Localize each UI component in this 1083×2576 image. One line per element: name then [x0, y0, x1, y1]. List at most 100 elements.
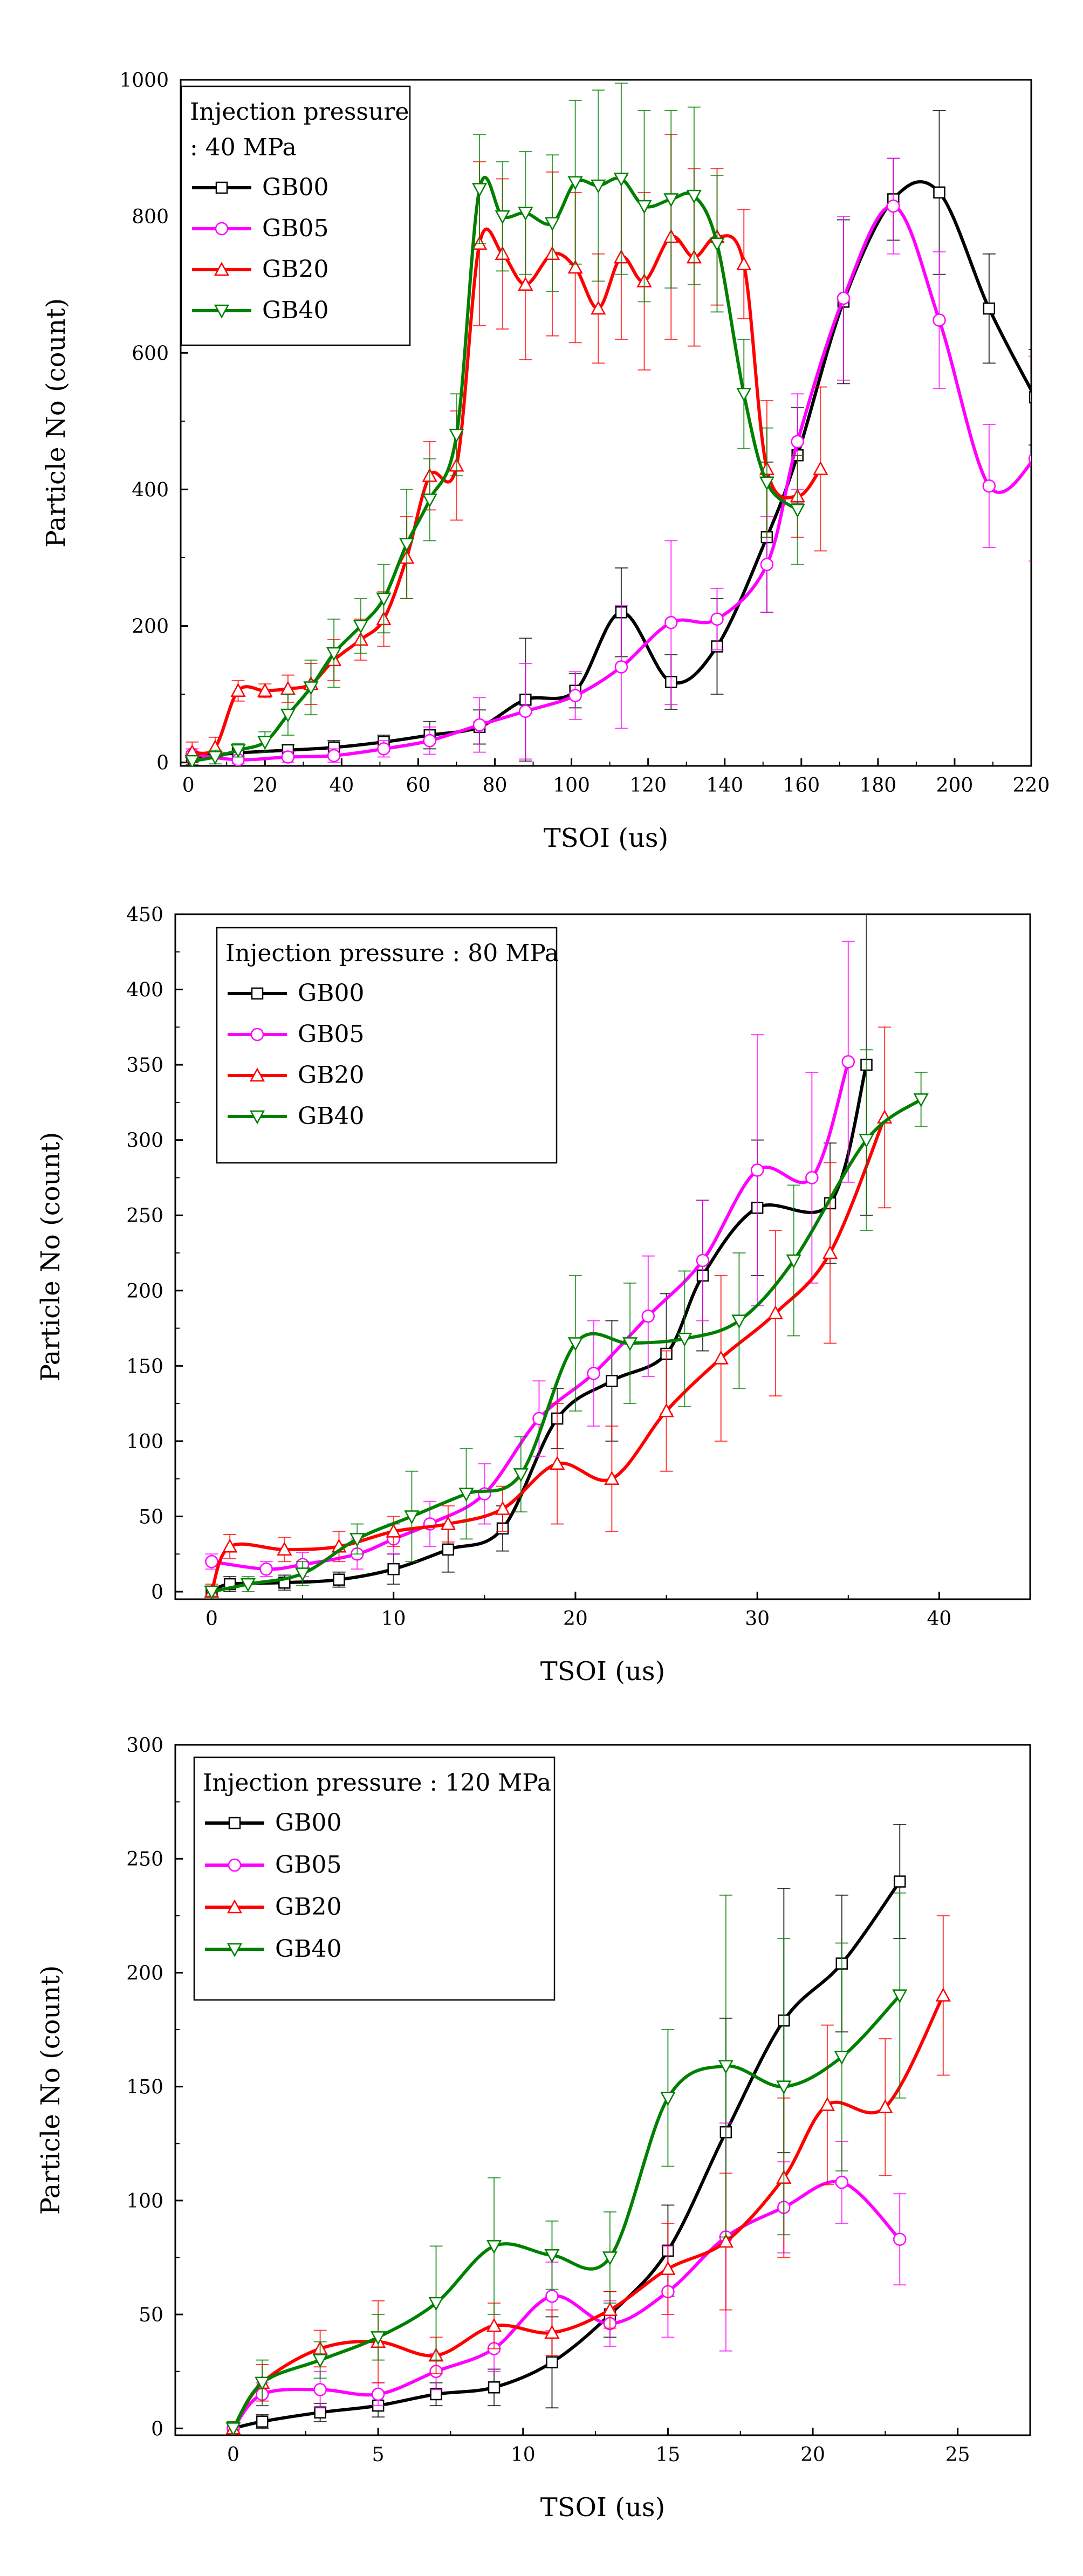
series-line-gb20	[210, 1115, 887, 1593]
y-axis-title: Particle No (count)	[36, 1132, 66, 1382]
data-point-gb40	[663, 193, 679, 208]
data-point-gb00	[488, 2381, 501, 2394]
data-point-gb40	[913, 1093, 929, 1107]
data-point-gb40	[486, 2240, 502, 2254]
legend-marker-gb40	[249, 1110, 265, 1125]
x-axis-title: TSOI (us)	[544, 823, 668, 853]
data-point-gb40	[636, 200, 652, 214]
plot-area	[225, 1824, 951, 2435]
data-point-gb00	[1029, 391, 1031, 403]
data-point-gb20	[486, 2318, 502, 2332]
data-point-gb20	[878, 2099, 893, 2113]
data-point-gb40	[370, 2331, 386, 2345]
data-point-gb40	[240, 1578, 256, 1592]
data-point-gb20	[544, 2325, 560, 2339]
legend: Injection pressure : 120 MPa GB00 GB05 GB20…	[193, 1756, 556, 2001]
x-tick-label: 30	[745, 1608, 770, 1630]
data-point-gb40	[544, 217, 560, 231]
data-point-gb05	[205, 1554, 218, 1568]
data-point-gb20	[495, 1501, 511, 1515]
data-point-gb40	[776, 2080, 792, 2095]
data-point-gb05	[933, 313, 946, 327]
data-point-gb20	[819, 2097, 835, 2111]
y-tick-label: 1000	[119, 70, 169, 92]
data-point-gb05	[371, 2387, 385, 2401]
y-tick-label: 150	[126, 2077, 163, 2099]
y-tick-label: 200	[132, 616, 169, 638]
data-point-gb40	[294, 1567, 311, 1582]
legend-box	[193, 1756, 556, 2001]
legend-label-gb05: GB05	[275, 1851, 341, 1879]
data-point-gb00	[983, 302, 996, 315]
y-tick-label: 0	[156, 752, 169, 775]
legend: Injection pressure : 80 MPa GB00 GB05 GB20 G…	[216, 927, 559, 1164]
legend-title: Injection pressure	[190, 98, 409, 126]
y-axis-title: Particle No (count)	[41, 298, 71, 548]
data-point-gb05	[887, 199, 900, 213]
data-point-gb40	[280, 708, 296, 723]
legend: Injection pressure: 40 MPa GB00 GB05 GB20 GB…	[180, 85, 411, 346]
data-point-gb20	[736, 256, 752, 270]
y-tick-label: 400	[126, 979, 163, 1002]
x-tick-label: 25	[945, 2444, 970, 2466]
legend-label-gb05: GB05	[298, 1020, 364, 1048]
x-axis-title: TSOI (us)	[540, 2492, 665, 2523]
y-axis: 0 50 100 150 200 250 300	[126, 1735, 183, 2440]
data-point-gb20	[660, 2261, 676, 2275]
data-point-gb05	[423, 734, 436, 748]
data-point-gb40	[709, 237, 725, 252]
x-axis: 0 20 40 60 80 100 120 140 160 180 200 220	[182, 758, 1050, 797]
data-point-gb20	[822, 1245, 838, 1259]
chart-40mpa: 0 20 40 60 80 100 120 140 160 180 200 220 0 200 400 600…	[41, 70, 1050, 853]
data-point-gb05	[641, 1310, 655, 1323]
series-line-gb40	[210, 1098, 923, 1593]
legend-marker-gb00	[215, 181, 228, 194]
data-point-gb40	[225, 2422, 241, 2435]
series-line-gb00	[231, 1880, 902, 2430]
data-point-gb05	[281, 750, 295, 764]
y-tick-label: 350	[126, 1054, 163, 1077]
x-tick-label: 180	[859, 775, 896, 797]
data-point-gb05	[545, 2290, 559, 2303]
data-point-gb40	[622, 1337, 638, 1352]
legend-title: : 40 MPa	[190, 134, 297, 161]
data-point-gb05	[835, 2175, 849, 2189]
data-point-gb40	[428, 2297, 444, 2311]
data-point-gb20	[277, 1542, 292, 1556]
x-tick-label: 10	[511, 2444, 536, 2466]
chart-80mpa: 0 10 20 30 40050100150200250300350400450TSOI…	[36, 904, 1031, 1687]
y-tick-label: 300	[126, 1130, 163, 1152]
plot-frame	[180, 79, 1032, 767]
data-point-gb05	[259, 1562, 273, 1576]
y-tick-label: 100	[126, 1431, 163, 1453]
legend-label-gb40: GB40	[262, 297, 328, 324]
series-gb40	[225, 1892, 908, 2435]
legend-marker-gb00	[251, 987, 264, 1000]
legend-marker-gb05	[215, 222, 229, 236]
data-point-gb20	[718, 2234, 734, 2248]
legend-box	[216, 927, 558, 1164]
data-point-gb00	[333, 1573, 345, 1586]
x-tick-label: 20	[800, 2444, 825, 2466]
x-tick-label: 20	[252, 775, 277, 797]
legend-label-gb20: GB20	[275, 1893, 341, 1921]
x-tick-label: 0	[205, 1608, 218, 1630]
y-tick-label: 100	[126, 2190, 163, 2212]
data-point-gb40	[207, 751, 223, 765]
series-gb40	[204, 1049, 929, 1599]
legend-label-gb40: GB40	[298, 1102, 364, 1130]
data-point-gb40	[544, 2249, 560, 2263]
y-tick-label: 0	[151, 2418, 163, 2440]
data-point-gb05	[841, 1055, 855, 1068]
data-point-gb20	[230, 683, 246, 697]
x-tick-label: 80	[483, 775, 508, 797]
x-axis: 0 10 20 30 40	[205, 1592, 951, 1630]
data-point-gb20	[713, 1350, 729, 1365]
series-gb40	[184, 83, 805, 766]
data-point-gb20	[518, 277, 533, 291]
data-point-gb40	[376, 592, 392, 607]
data-point-gb20	[659, 1403, 674, 1417]
legend-label-gb05: GB05	[262, 215, 328, 242]
data-point-gb40	[471, 183, 488, 197]
data-point-gb40	[404, 1510, 420, 1525]
